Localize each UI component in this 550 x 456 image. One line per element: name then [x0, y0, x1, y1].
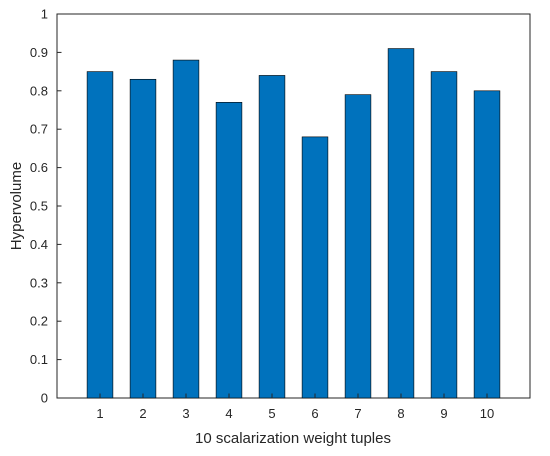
bar-2: [129, 78, 157, 399]
y-axis-label: Hypervolume: [8, 162, 25, 250]
bar-8: [387, 48, 415, 399]
y-tick-label: 0.3: [30, 275, 48, 290]
bar-3: [172, 59, 200, 399]
x-tick-label: 10: [480, 406, 494, 421]
y-tick-label: 0.6: [30, 160, 48, 175]
x-ticks-group: 1 2 3 4 5 6 7 8 9 10: [96, 393, 494, 421]
x-tick-label: 9: [440, 406, 447, 421]
y-tick-label: 0: [41, 391, 48, 406]
axes-box: [56, 13, 531, 399]
y-tick-label: 0.8: [30, 83, 48, 98]
x-tick-label: 6: [311, 406, 318, 421]
bar-9: [430, 71, 458, 399]
bar-7: [344, 94, 372, 399]
y-tick-label: 0.2: [30, 314, 48, 329]
bar-6: [301, 136, 329, 399]
x-tick-label: 2: [139, 406, 146, 421]
x-tick-label: 4: [225, 406, 232, 421]
x-tick-label: 8: [397, 406, 404, 421]
x-tick-label: 3: [182, 406, 189, 421]
y-tick-label: 0.7: [30, 122, 48, 137]
x-axis-label: 10 scalarization weight tuples: [195, 430, 391, 447]
y-tick-label: 0.5: [30, 199, 48, 214]
bar-1: [86, 71, 114, 399]
x-tick-label: 5: [268, 406, 275, 421]
bar-5: [258, 75, 286, 399]
x-tick-label: 1: [96, 406, 103, 421]
y-ticks-group: 0 0.1 0.2 0.3 0.4 0.5 0.6 0.7 0.8 0.9 1: [30, 7, 62, 406]
y-tick-label: 0.9: [30, 45, 48, 60]
y-tick-label: 0.1: [30, 352, 48, 367]
x-tick-label: 7: [354, 406, 361, 421]
bar-10: [473, 90, 501, 399]
bars-group: [86, 48, 501, 399]
y-tick-label: 0.4: [30, 237, 48, 252]
y-tick-label: 1: [41, 7, 48, 22]
bar-4: [215, 102, 243, 399]
